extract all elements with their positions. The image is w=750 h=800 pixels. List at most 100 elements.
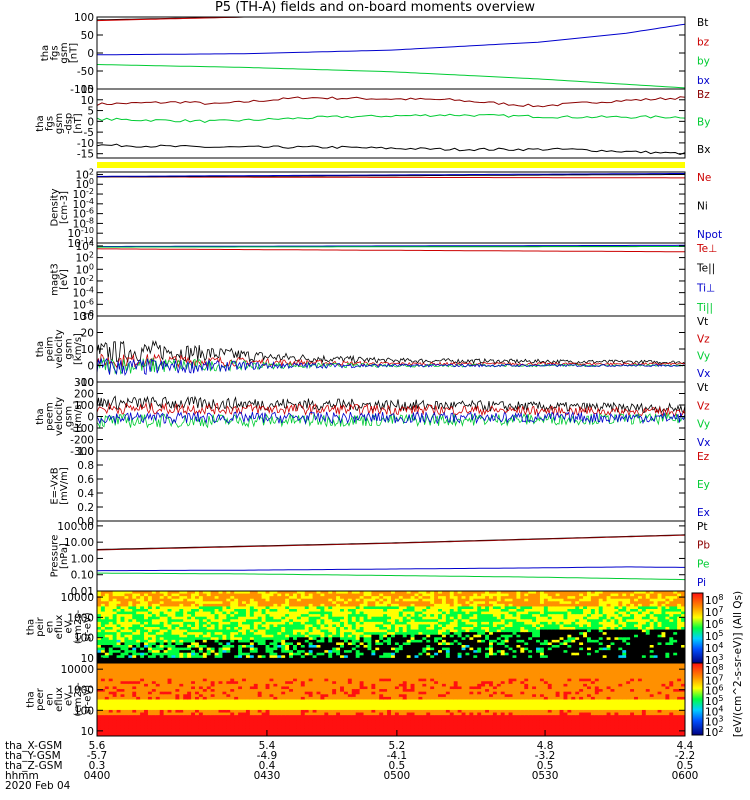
- peer-spectrogram-ytick-label: 10: [81, 726, 94, 738]
- xaxis-row-2-value: 0.5: [537, 760, 554, 772]
- density-legend-2: Npot: [697, 229, 722, 241]
- pressure-ytick-label: 10.00: [64, 537, 94, 549]
- xaxis-row-0-value: 4.4: [677, 740, 694, 752]
- peim-velocity-legend-2: Vy: [697, 351, 710, 363]
- pressure-line-pi: [97, 566, 685, 572]
- density-ytick-label: 102: [76, 167, 94, 181]
- colorbar-lower-tick: 106: [705, 684, 723, 698]
- peir-spectrogram-ylabel: eflux: [54, 615, 65, 640]
- fgs-line-by: [97, 64, 685, 89]
- xaxis-row-label-1: tha_Y-GSM: [5, 750, 61, 762]
- peim-velocity-legend-3: Vx: [697, 368, 710, 380]
- xaxis-row-0-value: 4.8: [537, 740, 554, 752]
- peim-velocity-ytick-label: 0: [87, 361, 94, 373]
- peim-velocity-ylabel: [km/s]: [73, 333, 84, 365]
- peim-velocity-legend-1: Vz: [697, 333, 710, 345]
- xaxis-row-1-value: -2.2: [675, 750, 696, 762]
- colorbar-upper-tick: 106: [705, 617, 723, 631]
- peem-velocity-ytick-label: 300: [74, 377, 94, 389]
- density-ytick-label: 10-4: [73, 197, 94, 211]
- pressure-legend-0: Pt: [697, 521, 707, 533]
- fgs-ylabel: [nT]: [68, 43, 79, 63]
- fgs-line-bx: [97, 23, 685, 56]
- peir-spectrogram-ytick-label: 10: [81, 653, 94, 665]
- efield-ytick-label: 0.2: [77, 502, 94, 514]
- peim-velocity-ylabel: tha: [35, 341, 46, 357]
- fgs-ytick-label: 100: [74, 12, 94, 24]
- fgs-detail-ylabel: tha: [35, 115, 46, 131]
- pressure-line-pt: [97, 534, 685, 550]
- xaxis-row-3-value: 0530: [532, 770, 559, 782]
- peem-velocity-ytick-label: 200: [74, 389, 94, 401]
- peer-spectrogram-ylabel: sr-eV): [83, 685, 94, 714]
- xaxis-row-0-value: 5.2: [389, 740, 406, 752]
- colorbar-lower-tick: 103: [705, 715, 723, 729]
- pressure-frame: [96, 520, 686, 592]
- peir-spectrogram-ytick-label: 10000: [61, 592, 94, 604]
- fgs-detail-ytick-label: -5: [84, 127, 94, 139]
- fgs-detail-frame: [96, 88, 686, 159]
- fgs-legend-1: bz: [697, 36, 710, 48]
- efield-ytick-label: 0.0: [77, 516, 94, 528]
- xaxis-row-label-0: tha_X-GSM: [5, 740, 62, 752]
- fgs-detail-ylabel: -dsp: [64, 113, 75, 135]
- fgs-ytick-label: 50: [81, 30, 94, 42]
- temperature-ytick-label: 10-6: [73, 297, 94, 311]
- xaxis-row-0-value: 5.6: [89, 740, 106, 752]
- peem-velocity-ytick-label: 100: [74, 400, 94, 412]
- peer-spectrogram-ytick-label: 1000: [67, 685, 94, 697]
- temperature-legend-2: Ti⊥: [696, 282, 715, 294]
- density-ytick-label: 100: [76, 177, 94, 191]
- fgs-detail-legend-2: Bx: [697, 144, 710, 156]
- fgs-ytick-label: -100: [70, 84, 94, 96]
- xaxis-row-2-value: 0.5: [677, 760, 694, 772]
- density-ytick-label: 10-2: [73, 187, 94, 201]
- peer-spectrogram-ylabel: eV: [64, 693, 75, 706]
- pressure-legend-1: Pb: [697, 540, 710, 552]
- peim-velocity-legend-0: Vt: [697, 316, 708, 328]
- peem-velocity-ylabel: [km/s]: [73, 400, 84, 432]
- density-ytick-label: 10-12: [68, 236, 94, 250]
- pressure-ytick-label: 0.01: [71, 586, 94, 598]
- efield-ytick-label: 0.6: [77, 474, 94, 486]
- efield-ytick-label: 0.8: [77, 460, 94, 472]
- fgs-detail-ylabel: [nT]: [73, 113, 84, 133]
- xaxis-row-1-value: -5.7: [87, 750, 108, 762]
- peer-spectrogram-ytick-label: 100: [74, 705, 94, 717]
- peem-velocity-ylabel: gsm: [64, 406, 75, 427]
- peim-velocity-ytick-label: 10: [81, 344, 94, 356]
- peer-spectrogram-frame: [96, 662, 686, 737]
- xaxis-date: 2020 Feb 04: [5, 780, 71, 792]
- density-line-ni: [97, 173, 685, 178]
- fgs-detail-ytick-label: -15: [77, 149, 94, 161]
- peim-velocity-ytick-label: 20: [81, 328, 94, 340]
- peim-velocity-line-vt: [97, 339, 685, 365]
- fgs-ylabel: gsm: [59, 42, 70, 63]
- pressure-ytick-label: 1.00: [71, 553, 94, 565]
- fgs-detail-ylabel: gsm: [54, 113, 65, 134]
- peim-velocity-line-vy: [97, 357, 685, 375]
- peem-velocity-line-vt: [97, 395, 685, 414]
- peir-spectrogram-ylabel: (cm2s-: [73, 609, 84, 644]
- temperature-legend-0: Te⊥: [696, 243, 717, 255]
- temperature-line-te: [97, 248, 685, 253]
- efield-legend-1: Ey: [697, 479, 710, 491]
- density-legend-0: Ne: [697, 172, 711, 184]
- peem-velocity-ylabel: velocity: [54, 397, 65, 436]
- peer-spectrogram-ylabel: en: [45, 693, 56, 706]
- temperature-legend-3: Ti||: [696, 302, 713, 314]
- peir-spectrogram-ytick-label: 1000: [67, 612, 94, 624]
- peir-spectrogram-cells: [97, 591, 685, 663]
- chart-title: P5 (TH-A) fields and on-board moments ov…: [214, 0, 536, 15]
- peer-spectrogram-cells: [97, 663, 685, 736]
- density-line-npot: [97, 173, 685, 177]
- peem-velocity-line-vx: [97, 411, 685, 425]
- peim-velocity-ytick-label: 30: [81, 311, 94, 323]
- peem-velocity-ylabel: peem: [45, 402, 56, 430]
- density-legend-1: Ni: [697, 201, 708, 213]
- peer-spectrogram-ylabel: eflux: [54, 687, 65, 712]
- density-frame: [96, 171, 686, 244]
- density-ylabel: [cm-3]: [59, 191, 70, 224]
- xaxis-row-2-value: 0.4: [259, 760, 276, 772]
- peer-spectrogram-ylabel: (cm2s-: [73, 682, 84, 717]
